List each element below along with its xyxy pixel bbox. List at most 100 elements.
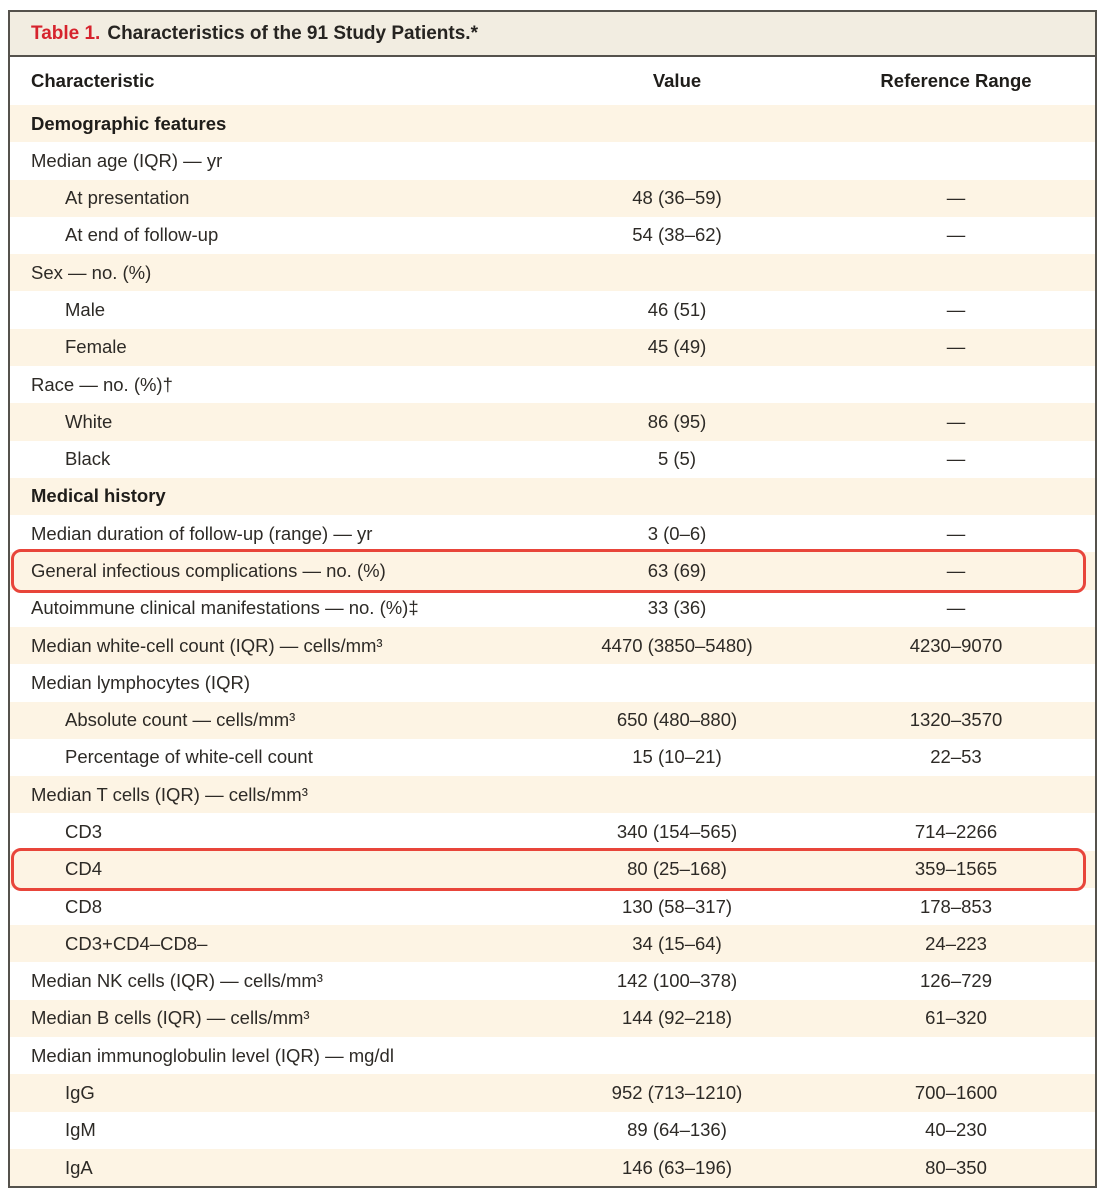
characteristic-cell: CD8: [65, 895, 103, 917]
characteristic-cell: White: [65, 410, 113, 432]
table-row: At presentation 48 (36–59) —: [10, 179, 1095, 217]
characteristic-cell: At end of follow-up: [65, 224, 219, 246]
characteristic-cell: Autoimmune clinical manifestations — no.…: [31, 597, 419, 619]
table-row: IgA 146 (63–196) 80–350: [10, 1148, 1095, 1187]
characteristic-cell: Sex — no. (%): [31, 261, 152, 283]
reference-range-cell: 700–1600: [914, 1081, 998, 1103]
table-row: At end of follow-up 54 (38–62) —: [10, 216, 1095, 255]
table-row: IgG 952 (713–1210) 700–1600: [10, 1074, 1095, 1112]
table-row: IgM 89 (64–136) 40–230: [10, 1111, 1095, 1149]
characteristic-cell: General infectious complications — no. (…: [31, 560, 386, 582]
characteristic-cell: Median age (IQR) — yr: [31, 149, 223, 171]
characteristic-cell: Median NK cells (IQR) — cells/mm³: [31, 970, 323, 992]
table-row: Median age (IQR) — yr: [10, 142, 1095, 180]
table-frame: Table 1. Characteristics of the 91 Study…: [8, 10, 1097, 1188]
characteristic-cell: At presentation: [65, 187, 190, 209]
table-body: Demographic features Median age (IQR) — y…: [10, 105, 1095, 1187]
table-row: Median T cells (IQR) — cells/mm³: [10, 776, 1095, 814]
value-cell: 650 (480–880): [616, 709, 738, 731]
table-row-highlighted: General infectious complications — no. (…: [10, 549, 1095, 593]
characteristic-cell: CD3+CD4–CD8–: [65, 932, 208, 954]
value-cell: 89 (64–136): [627, 1119, 727, 1141]
value-cell: 45 (49): [647, 336, 707, 358]
reference-range-cell: 178–853: [919, 895, 993, 917]
reference-range-cell: 61–320: [925, 1007, 987, 1029]
characteristic-cell: Median lymphocytes (IQR): [31, 671, 250, 693]
value-cell: 80 (25–168): [627, 858, 727, 880]
value-cell: 54 (38–62): [632, 224, 722, 246]
value-cell: 146 (63–196): [621, 1156, 733, 1178]
value-cell: 63 (69): [647, 560, 707, 582]
table-number: Table 1.: [31, 22, 101, 44]
table-row: Black 5 (5) —: [10, 440, 1095, 478]
value-cell: 142 (100–378): [616, 970, 738, 992]
reference-range-cell: 359–1565: [914, 858, 998, 880]
table-row-highlighted: CD4 80 (25–168) 359–1565: [10, 847, 1095, 892]
table-row: CD8 130 (58–317) 178–853: [10, 887, 1095, 926]
value-cell: 3 (0–6): [647, 522, 707, 544]
reference-range-cell: 714–2266: [914, 820, 998, 842]
table-row: Percentage of white-cell count 15 (10–21)…: [10, 738, 1095, 777]
value-cell: 144 (92–218): [621, 1007, 733, 1029]
value-cell: 4470 (3850–5480): [601, 634, 753, 656]
reference-range-cell: —: [946, 448, 966, 470]
reference-range-cell: 1320–3570: [909, 709, 1003, 731]
table-row: Median lymphocytes (IQR): [10, 664, 1095, 702]
reference-range-cell: —: [946, 597, 966, 619]
table-row: White 86 (95) —: [10, 403, 1095, 441]
table-title-text: Characteristics of the 91 Study Patients…: [107, 22, 478, 44]
value-cell: 34 (15–64): [632, 932, 722, 954]
table-row: CD3+CD4–CD8– 34 (15–64) 24–223: [10, 925, 1095, 963]
table-row: Race — no. (%)†: [10, 365, 1095, 404]
reference-range-cell: 126–729: [919, 970, 993, 992]
table-row: Demographic features: [10, 105, 1095, 143]
value-cell: 952 (713–1210): [611, 1081, 743, 1103]
value-cell: 130 (58–317): [621, 895, 733, 917]
table-row: Median white-cell count (IQR) — cells/mm…: [10, 626, 1095, 665]
reference-range-cell: 22–53: [930, 746, 982, 768]
table-row: CD3 340 (154–565) 714–2266: [10, 813, 1095, 851]
characteristic-cell: IgG: [65, 1081, 95, 1103]
table-row: Median B cells (IQR) — cells/mm³ 144 (92–…: [10, 999, 1095, 1038]
characteristic-cell: CD3: [65, 820, 103, 842]
reference-range-cell: 80–350: [925, 1156, 987, 1178]
value-cell: 48 (36–59): [632, 187, 722, 209]
table-row: Absolute count — cells/mm³ 650 (480–880) 1…: [10, 701, 1095, 739]
table-row: Sex — no. (%): [10, 254, 1095, 292]
characteristic-cell: Female: [65, 336, 127, 358]
characteristic-cell: IgM: [65, 1119, 96, 1141]
table-row: Median NK cells (IQR) — cells/mm³ 142 (10…: [10, 962, 1095, 1000]
value-cell: 5 (5): [657, 448, 697, 470]
reference-range-cell: —: [946, 336, 966, 358]
table-row: Median immunoglobulin level (IQR) — mg/d…: [10, 1037, 1095, 1075]
value-cell: 46 (51): [647, 299, 707, 321]
characteristic-cell: Absolute count — cells/mm³: [65, 709, 296, 731]
table-row: Median duration of follow-up (range) — y…: [10, 515, 1095, 553]
reference-range-cell: —: [946, 187, 966, 209]
table-header-row: Characteristic Value Reference Range: [10, 57, 1095, 105]
reference-range-cell: 40–230: [925, 1119, 987, 1141]
characteristic-cell: Median white-cell count (IQR) — cells/mm…: [31, 634, 383, 656]
column-header-characteristic: Characteristic: [31, 70, 155, 91]
table-row: Autoimmune clinical manifestations — no.…: [10, 589, 1095, 627]
reference-range-cell: 24–223: [925, 932, 987, 954]
characteristic-cell: Median immunoglobulin level (IQR) — mg/d…: [31, 1044, 394, 1066]
reference-range-cell: —: [946, 522, 966, 544]
characteristic-cell: Demographic features: [31, 112, 227, 134]
table-row: Male 46 (51) —: [10, 291, 1095, 329]
value-cell: 15 (10–21): [632, 746, 722, 768]
value-cell: 33 (36): [647, 597, 707, 619]
value-cell: 340 (154–565): [616, 820, 738, 842]
reference-range-cell: —: [946, 560, 966, 582]
characteristic-cell: IgA: [65, 1156, 93, 1178]
characteristic-cell: Black: [65, 448, 111, 470]
column-header-reference-range: Reference Range: [880, 70, 1032, 91]
reference-range-cell: 4230–9070: [909, 634, 1003, 656]
column-header-value: Value: [652, 70, 702, 91]
characteristic-cell: Percentage of white-cell count: [65, 746, 313, 768]
characteristic-cell: Median B cells (IQR) — cells/mm³: [31, 1007, 310, 1029]
value-cell: 86 (95): [647, 410, 707, 432]
reference-range-cell: —: [946, 224, 966, 246]
characteristic-cell: Median T cells (IQR) — cells/mm³: [31, 783, 308, 805]
characteristic-cell: Medical history: [31, 485, 166, 507]
